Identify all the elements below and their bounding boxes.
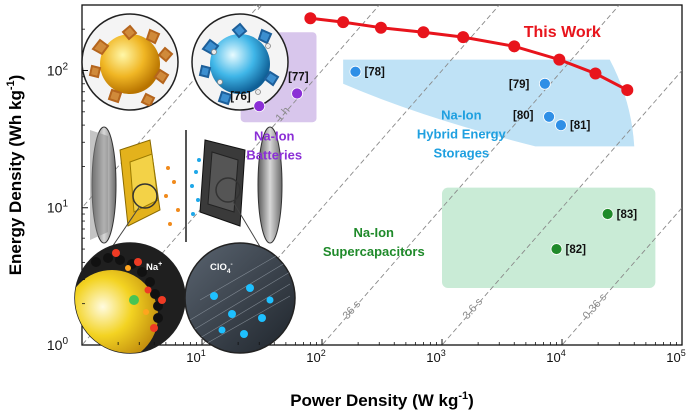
region-label: Storages: [434, 145, 490, 160]
data-point-this-work: [553, 53, 566, 66]
time-line: [561, 207, 682, 345]
region-label: Na-Ion: [354, 225, 395, 240]
data-point: [253, 100, 266, 113]
x-tick-exp: 3: [441, 348, 446, 358]
data-point: [550, 243, 563, 255]
point-label: [79]: [509, 79, 530, 91]
x-tick-exp: 5: [681, 348, 686, 358]
data-point-this-work: [508, 40, 521, 53]
region-label: Hybrid Energy: [417, 126, 507, 141]
this-work-label: This Work: [524, 24, 601, 41]
point-label: [83]: [617, 209, 638, 221]
region-label: Na-Ion: [441, 107, 482, 122]
region-supercapacitors: [442, 187, 656, 289]
data-point: [555, 119, 567, 132]
point-label: [76]: [230, 91, 251, 103]
data-point: [291, 87, 303, 100]
point-label: [81]: [570, 120, 591, 132]
data-point: [349, 65, 362, 78]
point-label: [82]: [566, 244, 587, 256]
y-tick-exp: 0: [62, 336, 68, 347]
data-point-this-work: [337, 16, 350, 29]
point-label: [80]: [513, 110, 534, 122]
x-tick-label: 102: [306, 348, 325, 365]
time-line: [441, 69, 682, 345]
data-point-this-work: [304, 12, 317, 25]
x-tick-label: 104: [546, 348, 565, 365]
y-axis-label: Energy Density (Wh kg-1): [5, 75, 25, 276]
data-point: [538, 77, 551, 90]
x-tick-exp: 1: [201, 348, 206, 358]
data-point-this-work: [457, 31, 470, 44]
region-label: Supercapacitors: [323, 244, 425, 259]
x-tick-exp: 4: [561, 348, 566, 358]
point-label: [78]: [364, 67, 385, 79]
data-point: [601, 208, 614, 220]
x-tick-label: 101: [186, 348, 205, 365]
x-tick-label: 105: [666, 348, 685, 365]
y-tick-exp: 1: [62, 199, 68, 210]
inset-cation-label: Na+: [146, 261, 162, 273]
y-tick-label: 101: [47, 199, 69, 216]
data-point: [543, 110, 555, 123]
y-tick-exp: 2: [62, 61, 68, 72]
x-tick-exp: 2: [321, 348, 326, 358]
time-line: [321, 5, 620, 345]
point-label: [77]: [288, 71, 309, 83]
inset-anion-label: ClO4-: [210, 261, 233, 275]
data-point-this-work: [589, 67, 602, 80]
y-tick-label: 100: [47, 336, 69, 353]
data-point-this-work: [374, 21, 387, 34]
data-point-this-work: [417, 26, 430, 39]
region-label: Batteries: [246, 147, 302, 162]
y-tick-label: 102: [47, 61, 69, 78]
x-tick-label: 103: [426, 348, 445, 365]
schematic-illustration: Na+ ClO4-: [74, 13, 296, 354]
time-line-label: 10 h: [251, 0, 274, 13]
x-axis-label: Power Density (W kg-1): [290, 390, 474, 410]
region-label: Na-Ion: [254, 128, 295, 143]
data-point-this-work: [621, 84, 634, 97]
